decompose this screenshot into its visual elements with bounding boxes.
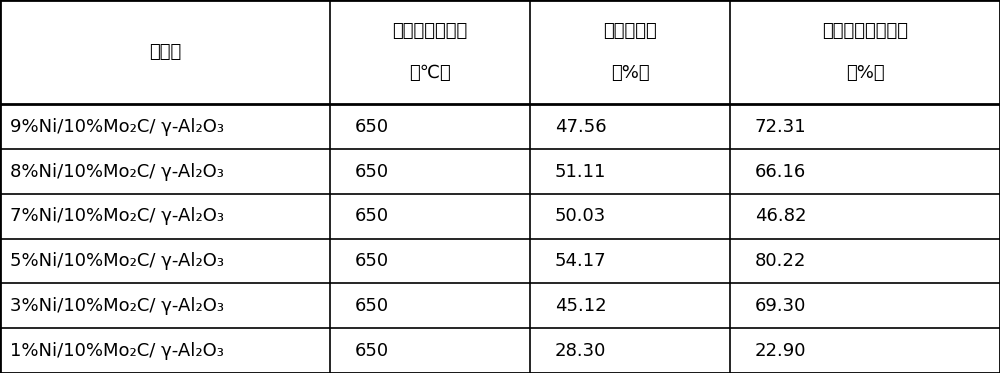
Text: 45.12: 45.12 xyxy=(555,297,607,315)
Text: 产物中氢气的含量

（%）: 产物中氢气的含量 （%） xyxy=(822,22,908,82)
Text: 47.56: 47.56 xyxy=(555,118,607,136)
Text: 5%Ni/10%Mo₂C/ γ-Al₂O₃: 5%Ni/10%Mo₂C/ γ-Al₂O₃ xyxy=(10,252,224,270)
Text: 46.82: 46.82 xyxy=(755,207,806,225)
Text: 54.17: 54.17 xyxy=(555,252,607,270)
Text: 650: 650 xyxy=(355,297,389,315)
Text: 66.16: 66.16 xyxy=(755,163,806,181)
Text: 72.31: 72.31 xyxy=(755,118,807,136)
Text: 650: 650 xyxy=(355,118,389,136)
Text: 80.22: 80.22 xyxy=(755,252,806,270)
Text: 1%Ni/10%Mo₂C/ γ-Al₂O₃: 1%Ni/10%Mo₂C/ γ-Al₂O₃ xyxy=(10,342,224,360)
Text: 7%Ni/10%Mo₂C/ γ-Al₂O₃: 7%Ni/10%Mo₂C/ γ-Al₂O₃ xyxy=(10,207,224,225)
Text: 50.03: 50.03 xyxy=(555,207,606,225)
Text: 69.30: 69.30 xyxy=(755,297,806,315)
Text: 甲烷转化率

（%）: 甲烷转化率 （%） xyxy=(603,22,657,82)
Text: 22.90: 22.90 xyxy=(755,342,806,360)
Text: 3%Ni/10%Mo₂C/ γ-Al₂O₃: 3%Ni/10%Mo₂C/ γ-Al₂O₃ xyxy=(10,297,224,315)
Text: 650: 650 xyxy=(355,252,389,270)
Text: 650: 650 xyxy=(355,342,389,360)
Text: 28.30: 28.30 xyxy=(555,342,606,360)
Text: 8%Ni/10%Mo₂C/ γ-Al₂O₃: 8%Ni/10%Mo₂C/ γ-Al₂O₃ xyxy=(10,163,224,181)
Text: 51.11: 51.11 xyxy=(555,163,606,181)
Text: 催化剂: 催化剂 xyxy=(149,43,181,61)
Text: 650: 650 xyxy=(355,163,389,181)
Text: 9%Ni/10%Mo₂C/ γ-Al₂O₃: 9%Ni/10%Mo₂C/ γ-Al₂O₃ xyxy=(10,118,224,136)
Text: 催化剂床层温度

（℃）: 催化剂床层温度 （℃） xyxy=(392,22,468,82)
Text: 650: 650 xyxy=(355,207,389,225)
